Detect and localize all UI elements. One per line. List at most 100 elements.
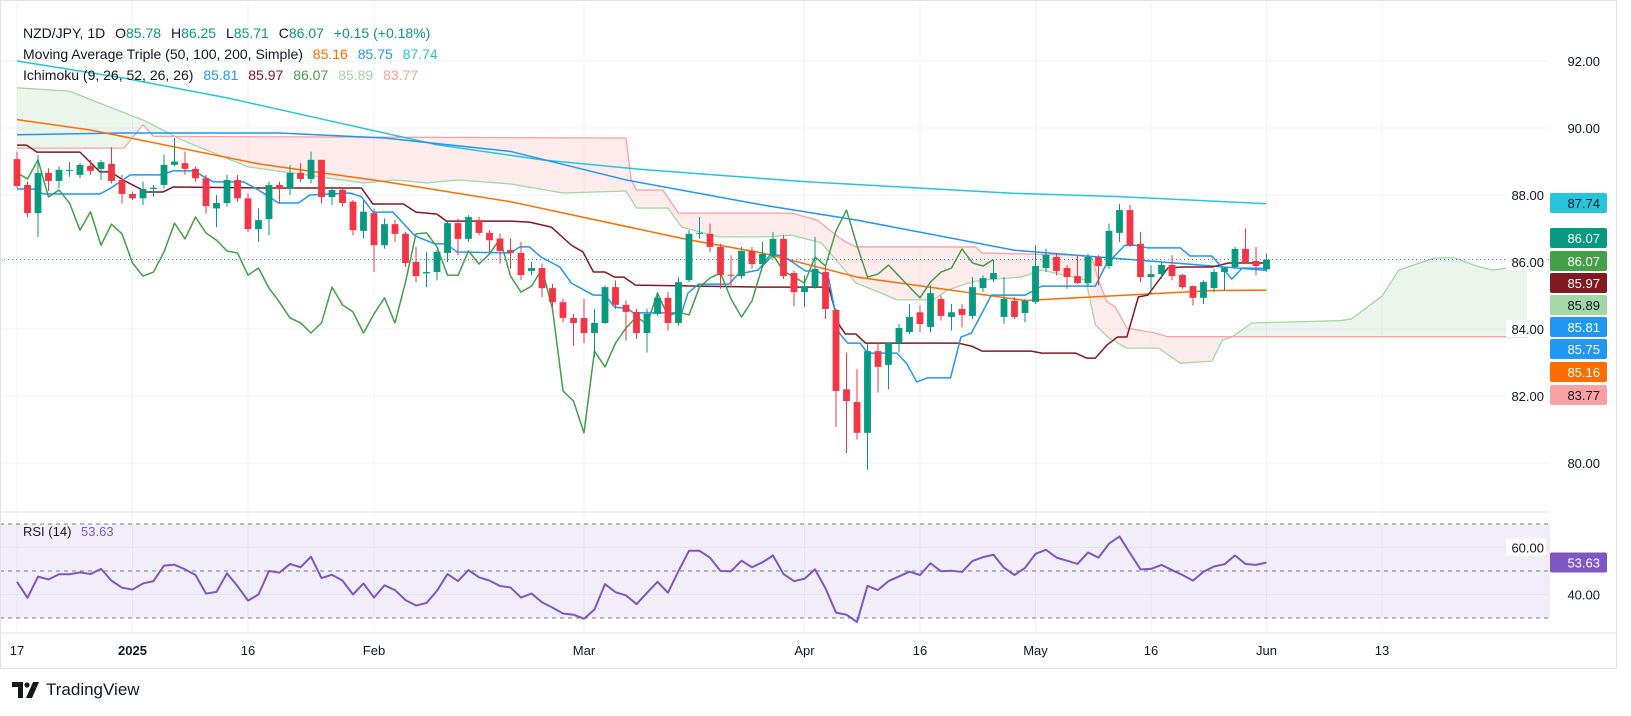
candle <box>1221 267 1228 291</box>
cloud-segment <box>725 213 729 237</box>
time-tick-label: 2025 <box>118 643 147 658</box>
cloud-segment <box>1077 255 1081 279</box>
cloud-segment <box>1387 283 1390 337</box>
cloud-segment <box>337 137 340 180</box>
candle <box>990 260 997 283</box>
candle-body <box>276 184 283 189</box>
ma-legend[interactable]: Moving Average Triple (50, 100, 200, Sim… <box>23 45 444 63</box>
candle <box>370 208 378 273</box>
candle-body <box>790 273 798 293</box>
candle <box>55 166 63 189</box>
candle <box>318 159 325 204</box>
symbol-title[interactable]: NZD/JPY, 1D <box>23 25 106 41</box>
candle-body <box>150 187 157 189</box>
axes[interactable]: 92.00 90.00 88.00 86.00 84.00 82.00 80.00 60.00… <box>0 0 1617 669</box>
tradingview-logo[interactable]: TradingView <box>12 680 140 700</box>
candle <box>1032 245 1039 304</box>
candle-body <box>129 193 136 199</box>
cloud-segment <box>822 224 826 248</box>
cloud-segment <box>888 246 892 298</box>
price-label-text: 83.77 <box>1567 388 1600 403</box>
candle-body <box>622 304 630 312</box>
cloud-segment <box>190 136 193 145</box>
cloud-segment <box>757 213 760 237</box>
candle <box>45 168 52 191</box>
cloud-segment <box>636 189 640 209</box>
chikou-line <box>16 159 994 434</box>
cloud-segment <box>1487 268 1490 337</box>
close-value: 86.07 <box>288 25 324 41</box>
cloud-segment <box>507 137 511 184</box>
cloud-segment <box>87 98 91 149</box>
cloud-segment <box>536 137 540 189</box>
cloud-segment <box>1479 266 1482 337</box>
rsi-legend[interactable]: RSI (14) 53.63 <box>23 524 120 539</box>
candle <box>685 230 693 283</box>
cloud-segment <box>641 189 645 209</box>
cloud-segment <box>1324 320 1327 337</box>
ma200-value: 87.74 <box>402 46 438 62</box>
price-tick-label: 84.00 <box>1511 322 1544 337</box>
cloud-segment <box>1266 322 1270 337</box>
cloud-segment <box>1392 275 1396 337</box>
candle-body <box>990 273 997 280</box>
candle-body <box>24 184 31 214</box>
cloud-segment <box>883 246 886 296</box>
candle <box>853 369 861 440</box>
candle <box>580 298 588 344</box>
candle-body <box>402 233 409 264</box>
cloud-segment <box>224 136 227 159</box>
candle <box>13 151 21 189</box>
cloud-segment <box>920 246 923 300</box>
candle-body <box>391 224 399 234</box>
cloud-segment <box>702 213 705 234</box>
cloud-segment <box>1124 324 1128 349</box>
candle <box>1147 265 1155 294</box>
cloud-segment <box>815 219 818 242</box>
candle-body <box>675 282 682 323</box>
candles <box>13 138 1270 470</box>
cloud-segment <box>93 100 96 149</box>
cloud-segment <box>846 242 850 276</box>
cloud-segment <box>1195 336 1199 363</box>
candle <box>958 303 966 328</box>
chikou-value: 86.07 <box>293 67 329 83</box>
cloud-segment <box>644 189 647 209</box>
time-tick-label: Mar <box>573 643 596 658</box>
candle-body <box>948 312 955 317</box>
price-label-text: 87.74 <box>1567 196 1600 211</box>
cloud-segment <box>633 184 637 209</box>
cloud-segment <box>639 189 642 209</box>
cloud-segment <box>901 246 905 300</box>
price-tick: 88.00 <box>1506 186 1546 203</box>
tick-label-bg <box>1506 538 1546 556</box>
cloud-segment <box>1114 306 1117 343</box>
candle-body <box>328 189 336 198</box>
cloud-segment <box>156 126 159 137</box>
cloud-segment <box>812 218 815 242</box>
cloud-segment <box>1439 257 1443 337</box>
cloud-segment <box>1161 334 1165 353</box>
candle-body <box>706 233 714 247</box>
cloud-segment <box>468 137 472 181</box>
cloud-segment <box>1109 303 1112 340</box>
cloud-segment <box>1389 279 1393 337</box>
candle-body <box>937 298 945 316</box>
cloud-segment <box>1384 288 1388 337</box>
cloud-segment <box>1500 268 1503 337</box>
cloud-segment <box>733 213 737 237</box>
cloud-segment <box>849 243 852 279</box>
cloud-segment <box>1484 268 1487 337</box>
ichimoku-legend[interactable]: Ichimoku (9, 26, 52, 26, 26) 85.81 85.97… <box>23 66 424 84</box>
cloud-segment <box>780 213 784 236</box>
cloud-segment <box>1397 269 1401 337</box>
candle <box>496 233 504 264</box>
cloud-segment <box>242 136 246 166</box>
candle <box>1011 297 1018 319</box>
candle-body <box>139 188 147 199</box>
candle <box>97 159 105 180</box>
cloud-segment <box>906 246 910 300</box>
candle <box>24 181 31 218</box>
cloud-segment <box>192 136 196 146</box>
